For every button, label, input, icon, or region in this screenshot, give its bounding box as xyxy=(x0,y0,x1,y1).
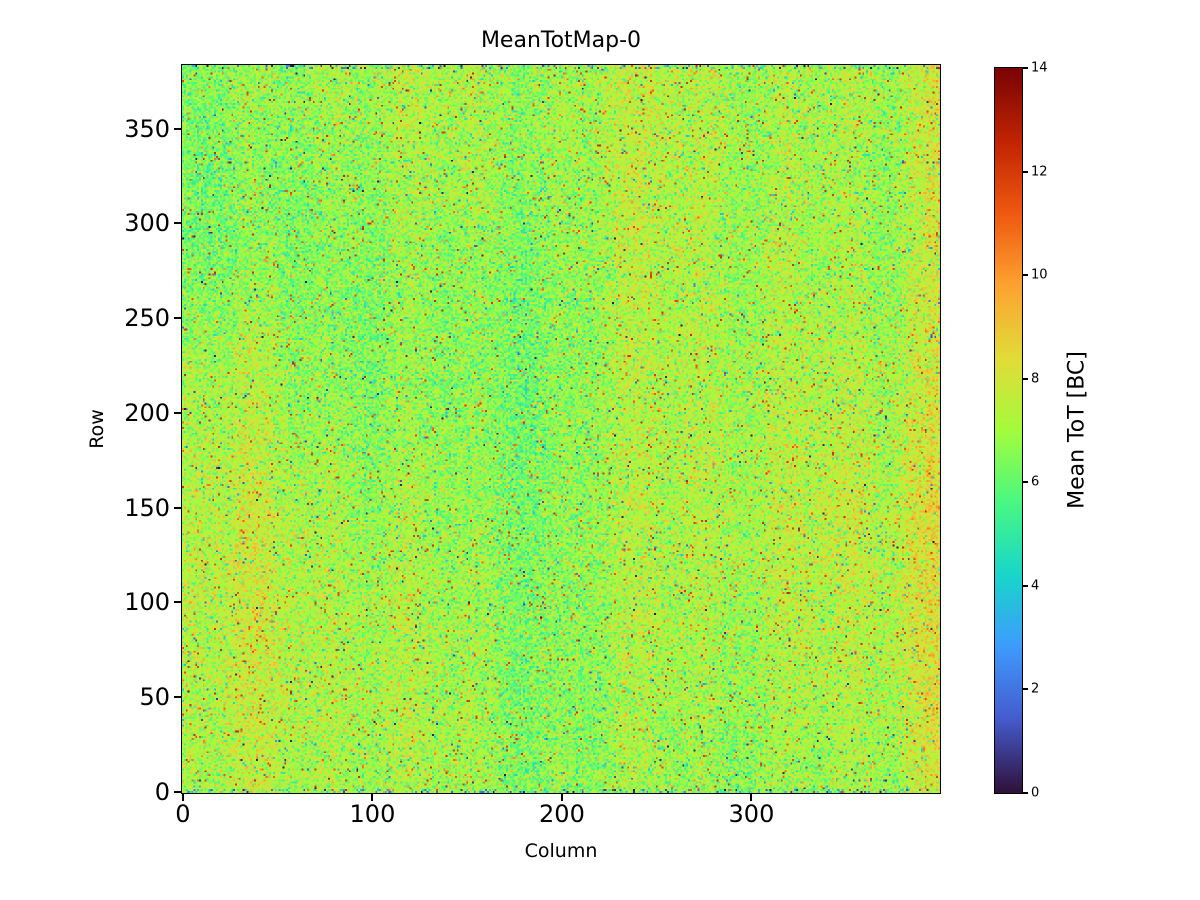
chart-title: MeanTotMap-0 xyxy=(480,28,642,53)
y-tick-mark xyxy=(174,601,181,604)
colorbar-tick-mark xyxy=(1023,170,1028,173)
colorbar-tick-mark xyxy=(1023,792,1028,794)
colorbar-tick-label: 6 xyxy=(1031,474,1040,490)
y-tick-mark xyxy=(174,696,181,699)
colorbar-tick-label: 0 xyxy=(1031,785,1040,801)
x-tick-label: 300 xyxy=(728,800,775,828)
colorbar-tick-mark xyxy=(1023,67,1028,69)
y-tick-label: 250 xyxy=(124,304,170,333)
colorbar-tick-label: 4 xyxy=(1031,578,1040,594)
colorbar-gradient xyxy=(995,68,1022,793)
colorbar-tick-label: 10 xyxy=(1031,267,1048,283)
y-tick-label: 0 xyxy=(154,778,170,807)
y-tick-mark xyxy=(174,506,181,509)
y-tick-label: 100 xyxy=(124,588,170,617)
colorbar-tick-mark xyxy=(1023,584,1028,587)
colorbar-tick-mark xyxy=(1023,688,1028,691)
x-tick-label: 100 xyxy=(349,800,396,828)
colorbar-tick-mark xyxy=(1023,274,1028,277)
colorbar-tick-mark xyxy=(1023,377,1028,380)
y-tick-label: 50 xyxy=(139,683,170,712)
y-tick-mark xyxy=(174,411,181,414)
heatmap-image xyxy=(182,65,940,793)
x-tick-mark xyxy=(750,794,753,801)
colorbar-tick-label: 2 xyxy=(1031,681,1040,697)
colorbar-tick-label: 14 xyxy=(1031,60,1048,76)
x-tick-mark xyxy=(560,794,563,801)
colorbar-tick-label: 12 xyxy=(1031,164,1048,180)
x-tick-mark xyxy=(181,794,184,801)
colorbar-label: Mean ToT [BC] xyxy=(1064,351,1090,509)
y-tick-mark xyxy=(174,127,181,130)
x-axis-label: Column xyxy=(524,840,598,862)
colorbar-tick-label: 8 xyxy=(1031,371,1040,387)
y-tick-label: 300 xyxy=(124,209,170,238)
x-tick-label: 0 xyxy=(175,800,191,828)
y-tick-mark xyxy=(174,222,181,225)
x-tick-mark xyxy=(371,794,374,801)
y-tick-label: 150 xyxy=(124,493,170,522)
colorbar-tick-mark xyxy=(1023,481,1028,484)
x-tick-label: 200 xyxy=(539,800,585,828)
y-tick-label: 200 xyxy=(124,398,170,427)
y-axis-label: Row xyxy=(86,409,108,449)
y-tick-label: 350 xyxy=(124,114,170,143)
y-tick-mark xyxy=(174,317,181,320)
y-tick-mark xyxy=(174,791,181,794)
